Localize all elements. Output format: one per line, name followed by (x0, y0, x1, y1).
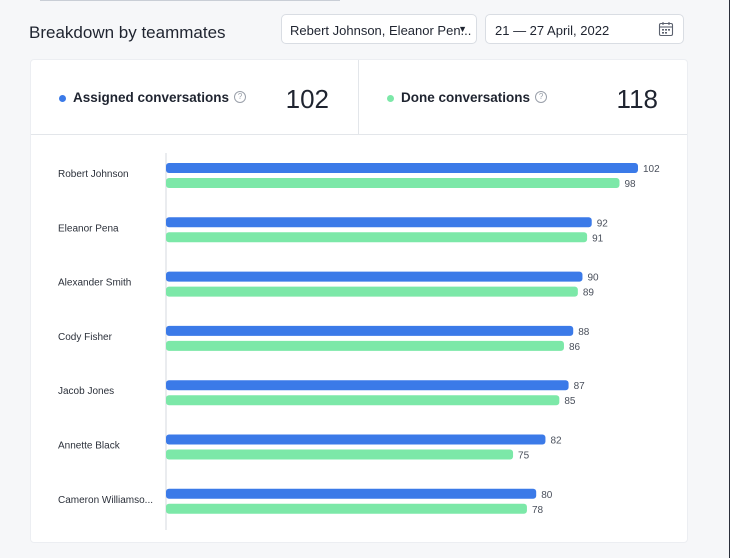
done-bar[interactable] (166, 449, 514, 460)
kpi-done-value: 118 (616, 84, 658, 114)
done-value-label: 98 (624, 179, 636, 190)
done-bar[interactable] (166, 286, 578, 297)
page-title: Breakdown by teammates (29, 23, 226, 42)
teammate-select[interactable]: Rebert Johnson, Eleanor Pen... ▼ (281, 14, 477, 44)
assigned-bar[interactable] (166, 434, 546, 445)
done-value-label: 75 (518, 451, 530, 462)
breakdown-card: Assigned conversations? 102 Done convers… (30, 59, 688, 543)
assigned-value-label: 90 (587, 273, 599, 284)
assigned-bar[interactable] (166, 217, 592, 228)
header: Breakdown by teammates Rebert Johnson, E… (29, 14, 685, 46)
done-value-label: 86 (569, 342, 581, 353)
done-bar[interactable] (166, 232, 588, 243)
assigned-bar[interactable] (166, 325, 574, 336)
done-bar[interactable] (166, 395, 560, 406)
category-label: Robert Johnson (58, 169, 129, 180)
assigned-bar[interactable] (166, 271, 583, 282)
done-value-label: 91 (592, 233, 604, 244)
assigned-value-label: 80 (541, 490, 553, 501)
assigned-bar[interactable] (166, 488, 537, 499)
kpi-assigned: Assigned conversations? 102 (31, 60, 359, 134)
assigned-legend-dot (59, 95, 66, 102)
category-label: Annette Black (58, 441, 121, 452)
category-label: Cody Fisher (58, 332, 113, 343)
calendar-icon (658, 22, 674, 37)
top-edge-line (40, 0, 340, 1)
assigned-value-label: 88 (578, 327, 590, 338)
bar-chart-svg: Robert Johnson 102 98 Eleanor Pena 92 91 Alexa… (58, 153, 660, 530)
assigned-value-label: 102 (643, 164, 660, 175)
category-label: Eleanor Pena (58, 223, 119, 234)
category-label: Jacob Jones (58, 386, 114, 397)
done-value-label: 85 (564, 396, 576, 407)
done-bar[interactable] (166, 340, 564, 351)
assigned-bar[interactable] (166, 380, 569, 391)
date-range-value: 21 — 27 April, 2022 (495, 23, 610, 38)
done-value-label: 89 (583, 288, 595, 299)
done-value-label: 78 (532, 505, 544, 516)
category-label: Alexander Smith (58, 278, 131, 289)
category-label: Cameron Williamso... (58, 495, 153, 506)
done-legend-dot (387, 95, 394, 102)
kpi-assigned-value: 102 (285, 84, 329, 114)
teammate-select-value: Rebert Johnson, Eleanor Pen... (290, 23, 472, 38)
assigned-value-label: 92 (597, 218, 609, 229)
teammates-bar-chart: Robert Johnson 102 98 Eleanor Pena 92 91 Alexa… (31, 135, 687, 540)
date-range-picker[interactable]: 21 — 27 April, 2022 (485, 14, 684, 44)
assigned-value-label: 87 (574, 381, 586, 392)
kpi-done: Done conversations? 118 (359, 60, 687, 134)
kpi-assigned-label: Assigned conversations? (73, 90, 247, 105)
question-circle-icon[interactable]: ? (535, 91, 548, 104)
assigned-bar[interactable] (166, 163, 638, 173)
done-bar[interactable] (166, 178, 620, 188)
caret-down-icon: ▼ (458, 24, 467, 34)
question-circle-icon[interactable]: ? (234, 91, 247, 104)
kpi-done-label: Done conversations? (401, 90, 548, 105)
assigned-value-label: 82 (550, 436, 562, 447)
done-bar[interactable] (166, 503, 527, 514)
kpi-row: Assigned conversations? 102 Done convers… (31, 60, 687, 135)
